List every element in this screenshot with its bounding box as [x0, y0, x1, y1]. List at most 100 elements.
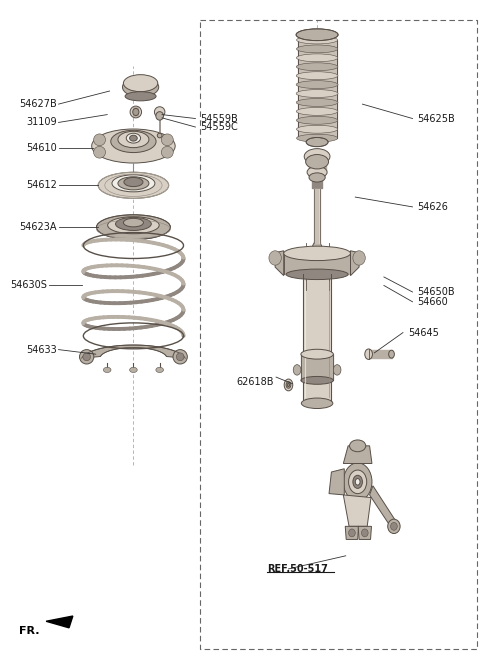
Text: FR.: FR. — [19, 626, 39, 636]
Ellipse shape — [288, 383, 289, 386]
Ellipse shape — [353, 251, 365, 265]
Ellipse shape — [304, 149, 330, 165]
Ellipse shape — [284, 246, 350, 260]
Text: 62618B: 62618B — [236, 377, 274, 387]
Ellipse shape — [296, 108, 338, 115]
Ellipse shape — [391, 522, 397, 530]
Text: 54610: 54610 — [26, 143, 57, 153]
Ellipse shape — [297, 125, 338, 133]
Text: 54626: 54626 — [417, 202, 448, 212]
Ellipse shape — [348, 470, 367, 493]
Ellipse shape — [176, 353, 184, 361]
Ellipse shape — [130, 135, 137, 141]
Ellipse shape — [349, 440, 366, 452]
Text: 54630S: 54630S — [11, 281, 48, 291]
Ellipse shape — [126, 133, 141, 143]
Text: 54627B: 54627B — [19, 99, 57, 109]
Ellipse shape — [118, 131, 149, 148]
Ellipse shape — [296, 54, 338, 62]
Text: 54559B: 54559B — [200, 113, 238, 123]
Ellipse shape — [161, 134, 173, 146]
Polygon shape — [350, 251, 359, 276]
Ellipse shape — [161, 146, 173, 158]
Ellipse shape — [123, 218, 144, 227]
Text: 54623A: 54623A — [20, 222, 57, 232]
Ellipse shape — [80, 350, 94, 364]
Polygon shape — [275, 251, 284, 276]
Ellipse shape — [293, 365, 301, 375]
Ellipse shape — [269, 251, 281, 265]
Ellipse shape — [103, 367, 111, 373]
Text: REF.50-517: REF.50-517 — [267, 564, 328, 574]
Polygon shape — [358, 526, 372, 539]
Ellipse shape — [286, 382, 291, 388]
Ellipse shape — [284, 379, 293, 391]
Polygon shape — [82, 345, 185, 358]
Ellipse shape — [301, 398, 333, 409]
Ellipse shape — [156, 367, 164, 373]
Text: 54625B: 54625B — [417, 113, 455, 123]
Text: 54645: 54645 — [408, 327, 439, 338]
Ellipse shape — [296, 72, 338, 79]
Ellipse shape — [98, 173, 169, 198]
Ellipse shape — [118, 176, 149, 190]
Ellipse shape — [309, 173, 325, 182]
Ellipse shape — [124, 177, 143, 186]
Polygon shape — [343, 495, 371, 526]
Ellipse shape — [173, 350, 187, 364]
Ellipse shape — [355, 479, 360, 485]
Ellipse shape — [94, 134, 106, 146]
Polygon shape — [370, 485, 396, 531]
Text: 54650B: 54650B — [417, 287, 455, 297]
Ellipse shape — [132, 108, 139, 115]
Polygon shape — [306, 243, 328, 260]
Polygon shape — [46, 616, 73, 628]
Polygon shape — [343, 446, 372, 464]
Text: 54559C: 54559C — [200, 122, 238, 132]
Ellipse shape — [155, 107, 165, 117]
Ellipse shape — [116, 217, 151, 230]
Ellipse shape — [296, 63, 338, 71]
Ellipse shape — [123, 75, 158, 92]
Text: 54660: 54660 — [417, 297, 448, 307]
Ellipse shape — [307, 167, 327, 178]
Ellipse shape — [301, 377, 333, 384]
Ellipse shape — [388, 519, 400, 533]
Ellipse shape — [297, 36, 337, 44]
Ellipse shape — [389, 350, 395, 358]
Text: 54633: 54633 — [26, 344, 57, 355]
Ellipse shape — [122, 77, 159, 97]
Ellipse shape — [361, 529, 368, 537]
Ellipse shape — [130, 367, 137, 373]
Ellipse shape — [306, 138, 328, 147]
Ellipse shape — [296, 81, 338, 89]
Ellipse shape — [306, 155, 328, 169]
Ellipse shape — [111, 131, 156, 153]
Ellipse shape — [286, 269, 348, 279]
Ellipse shape — [365, 349, 372, 359]
Ellipse shape — [296, 29, 338, 41]
Ellipse shape — [125, 92, 156, 101]
Ellipse shape — [130, 106, 142, 118]
Text: 54612: 54612 — [26, 180, 57, 190]
Ellipse shape — [83, 353, 91, 361]
Ellipse shape — [333, 365, 341, 375]
Ellipse shape — [112, 174, 155, 192]
Ellipse shape — [353, 476, 362, 488]
Ellipse shape — [94, 146, 106, 158]
Ellipse shape — [296, 116, 338, 124]
Polygon shape — [329, 469, 344, 495]
Ellipse shape — [156, 112, 164, 120]
Ellipse shape — [348, 529, 355, 537]
Ellipse shape — [343, 463, 372, 501]
Ellipse shape — [297, 134, 337, 142]
Ellipse shape — [297, 45, 338, 53]
Ellipse shape — [296, 98, 338, 106]
Ellipse shape — [157, 133, 162, 138]
Ellipse shape — [301, 349, 333, 359]
Text: 31109: 31109 — [26, 117, 57, 127]
Ellipse shape — [296, 90, 338, 98]
Ellipse shape — [108, 216, 159, 234]
Polygon shape — [345, 526, 359, 539]
Ellipse shape — [96, 215, 170, 239]
